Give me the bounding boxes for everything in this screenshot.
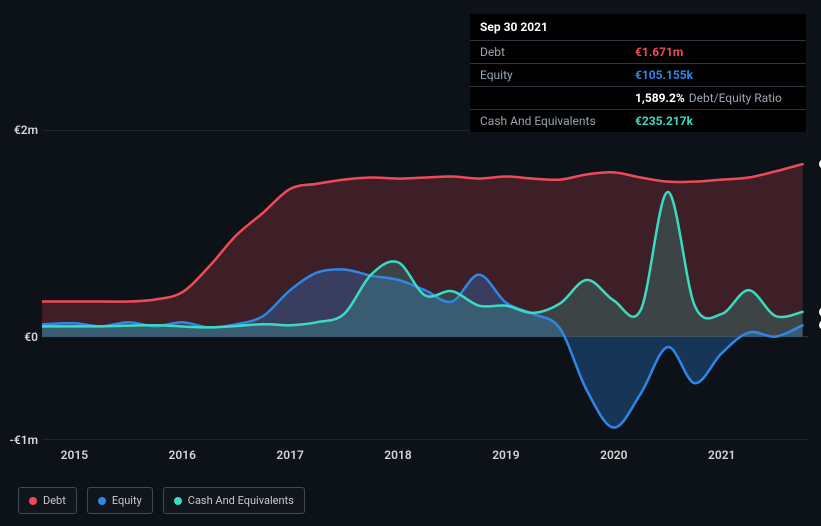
tooltip-row-value: €1.671m (635, 45, 683, 59)
tooltip-row-label (480, 91, 635, 105)
x-tick-label: 2016 (169, 448, 196, 462)
tooltip-row-label: Cash And Equivalents (480, 114, 635, 128)
legend-dot-icon (174, 497, 182, 505)
y-tick-label: -€1m (0, 433, 38, 447)
x-tick-label: 2017 (276, 448, 303, 462)
tooltip-row: Equity€105.155k (470, 64, 806, 87)
chart-plot[interactable] (42, 130, 808, 440)
tooltip-row-sub: Debt/Equity Ratio (689, 91, 782, 105)
x-tick-label: 2015 (61, 448, 88, 462)
tooltip-row: Cash And Equivalents€235.217k (470, 110, 806, 132)
tooltip-row: Debt€1.671m (470, 41, 806, 64)
tooltip-row-value: €105.155k (635, 68, 693, 82)
chart-tooltip: Sep 30 2021 Debt€1.671mEquity€105.155k1,… (470, 14, 806, 132)
legend-dot-icon (98, 497, 106, 505)
x-tick-label: 2021 (708, 448, 735, 462)
tooltip-row: 1,589.2%Debt/Equity Ratio (470, 87, 806, 110)
legend-label: Debt (43, 494, 66, 507)
legend-label: Cash And Equivalents (188, 494, 294, 507)
tooltip-row-label: Debt (480, 45, 635, 59)
chart-legend: Debt Equity Cash And Equivalents (18, 487, 305, 514)
tooltip-row-value: €235.217k (635, 114, 693, 128)
y-tick-label: €2m (0, 123, 38, 137)
tooltip-row-label: Equity (480, 68, 635, 82)
chart-svg (42, 130, 808, 440)
legend-item[interactable]: Cash And Equivalents (163, 487, 305, 514)
x-tick-label: 2019 (492, 448, 519, 462)
legend-label: Equity (112, 494, 142, 507)
y-tick-label: €0 (0, 330, 38, 344)
x-tick-label: 2018 (384, 448, 411, 462)
legend-item[interactable]: Equity (87, 487, 153, 514)
legend-item[interactable]: Debt (18, 487, 77, 514)
tooltip-row-value: 1,589.2%Debt/Equity Ratio (635, 91, 782, 105)
x-tick-label: 2020 (600, 448, 627, 462)
legend-dot-icon (29, 497, 37, 505)
tooltip-date: Sep 30 2021 (470, 14, 806, 41)
